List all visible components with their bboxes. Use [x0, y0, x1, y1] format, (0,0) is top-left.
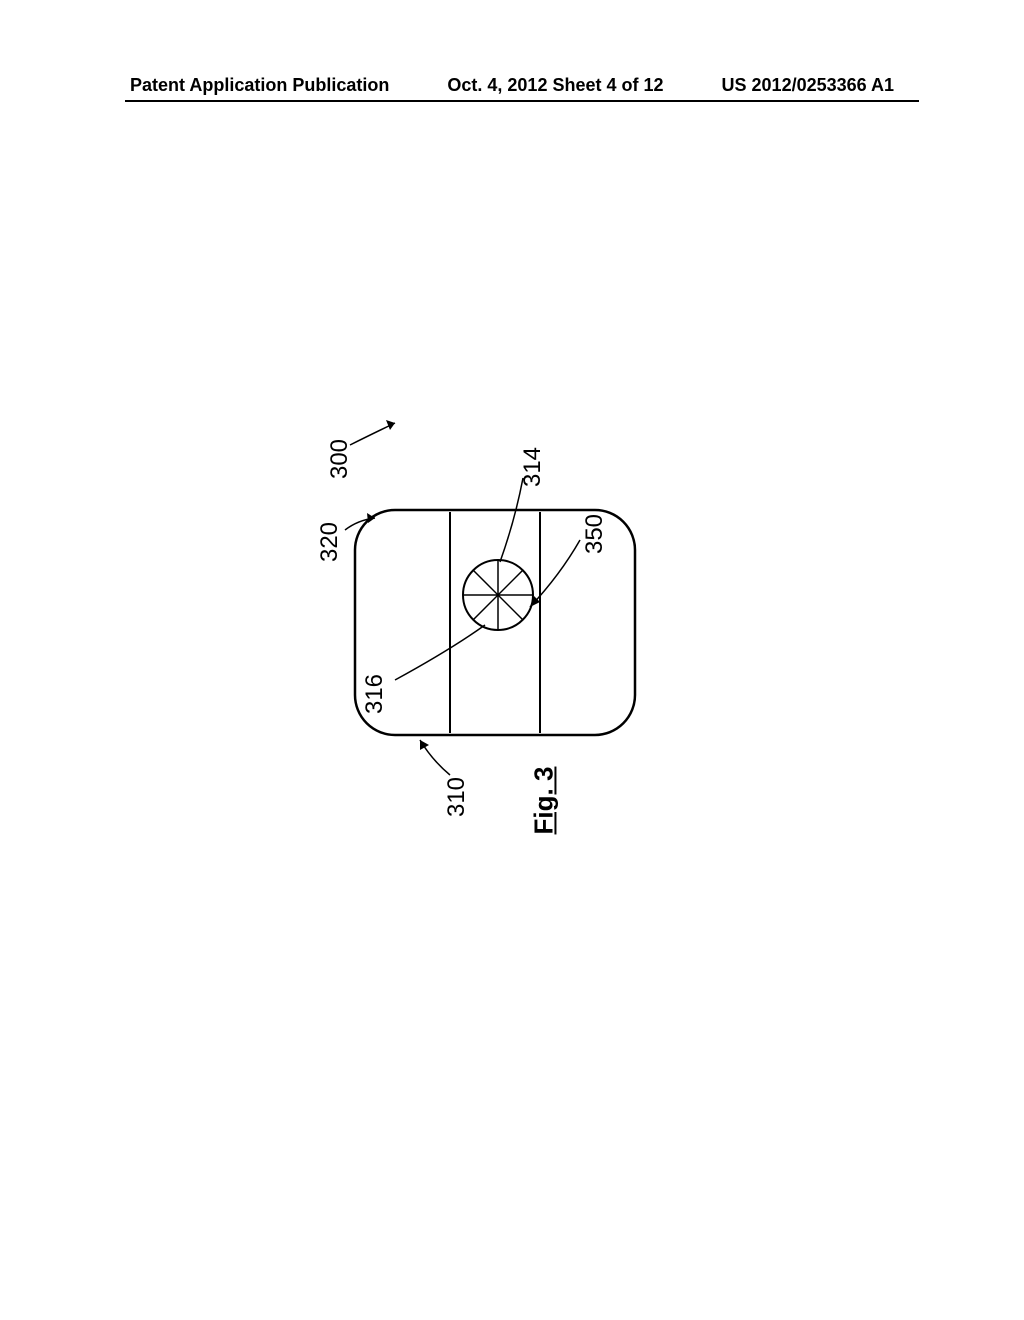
label-314: 314 [519, 447, 547, 487]
leader-316 [395, 625, 485, 680]
figure-caption: Fig. 3 [528, 767, 559, 835]
arrowhead-300 [386, 420, 395, 430]
label-300: 300 [326, 439, 354, 479]
leader-350 [530, 540, 580, 607]
leader-300 [350, 423, 395, 445]
label-316: 316 [361, 674, 389, 714]
label-310: 310 [443, 777, 471, 817]
leader-314 [500, 478, 523, 562]
patent-diagram [0, 0, 1024, 1320]
label-350: 350 [581, 514, 609, 554]
label-320: 320 [316, 522, 344, 562]
arrowhead-320 [367, 513, 375, 523]
arrowhead-310 [420, 740, 429, 750]
